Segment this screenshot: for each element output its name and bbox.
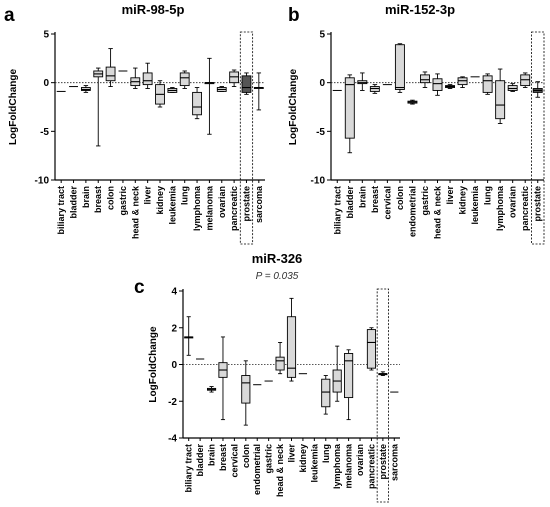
x-tick-label: brain — [207, 444, 217, 466]
x-tick-label: head & neck — [275, 443, 285, 497]
box-iqr — [482, 75, 493, 93]
box-iqr — [105, 66, 116, 82]
x-tick-label: lung — [321, 444, 331, 463]
x-tick-label: gastric — [118, 186, 128, 216]
panel-a: LogFoldChange 5 0 -5 -10 biliary tract bladder… — [8, 30, 265, 245]
y-tick-label: -2 — [168, 397, 177, 408]
x-tick-label: leukemia — [470, 185, 480, 225]
x-tick-label: ovarian — [217, 186, 227, 218]
y-tick-label: -5 — [316, 127, 325, 138]
x-tick-label: brain — [357, 186, 367, 208]
x-tick-label: colon — [395, 186, 405, 210]
x-tick-label: gastric — [264, 444, 274, 474]
x-tick-label: head & neck — [130, 185, 140, 239]
x-tick-label: sarcoma — [254, 185, 264, 223]
x-tick-label: pancreatic — [229, 186, 239, 231]
x-tick-label: prostate — [533, 186, 543, 222]
panel-label-c: c — [134, 277, 145, 298]
x-tick-label: endometrial — [407, 186, 417, 237]
panel-c-title: miR-326 — [252, 251, 303, 266]
x-tick-label: brain — [81, 186, 91, 208]
y-tick-label: 0 — [171, 360, 177, 371]
y-axis-title-a: LogFoldChange — [8, 69, 19, 146]
box-iqr — [286, 316, 297, 378]
x-tick-label: colon — [241, 444, 251, 468]
x-tick-label: breast — [218, 444, 228, 471]
x-tick-label: liver — [445, 186, 455, 205]
x-tick-label: pancreatic — [520, 186, 530, 231]
box-iqr — [241, 75, 252, 93]
box-iqr — [432, 78, 443, 91]
x-tick-label: prostate — [378, 444, 388, 480]
x-tick-label: endometrial — [252, 444, 262, 495]
y-tick-label: 0 — [319, 78, 325, 89]
x-tick-label: leukemia — [309, 443, 319, 483]
x-tick-label: breast — [93, 186, 103, 213]
panel-b-title: miR-152-3p — [385, 2, 455, 17]
panel-c: LogFoldChange 4 2 0 -2 -4 biliary tract bladder… — [148, 287, 400, 503]
box-iqr — [275, 356, 285, 371]
panel-label-b: b — [288, 5, 300, 26]
box-iqr — [321, 378, 331, 408]
x-tick-label: head & neck — [433, 185, 443, 239]
y-axis-title-c: LogFoldChange — [148, 326, 159, 403]
box-iqr — [241, 375, 251, 404]
x-tick-label: kidney — [155, 186, 165, 215]
x-tick-label: melanoma — [344, 443, 354, 489]
x-tick-label: sarcoma — [389, 443, 399, 481]
x-tick-label: lymphoma — [495, 185, 505, 231]
y-tick-label: -10 — [311, 176, 326, 187]
x-tick-label: liver — [143, 186, 153, 205]
box-iqr — [179, 72, 190, 87]
box-iqr — [142, 72, 153, 86]
box-iqr — [420, 74, 430, 84]
x-tick-label: leukemia — [167, 185, 177, 225]
x-tick-label: biliary tract — [332, 186, 342, 235]
x-tick-label: gastric — [420, 186, 430, 216]
x-tick-label: kidney — [298, 444, 308, 473]
x-tick-label: bladder — [195, 444, 205, 477]
x-tick-label: lung — [483, 186, 493, 205]
x-tick-label: kidney — [458, 186, 468, 215]
y-tick-label: 5 — [319, 30, 325, 41]
x-tick-label: cervical — [229, 444, 239, 478]
box-iqr — [495, 80, 506, 120]
x-tick-label: lung — [180, 186, 190, 205]
box-iqr — [394, 44, 405, 90]
highlight-frame — [531, 31, 545, 245]
x-tick-label: lymphoma — [332, 443, 342, 489]
x-tick-label: ovarian — [355, 444, 365, 476]
box-iqr — [366, 329, 377, 369]
x-tick-label: bladder — [345, 186, 355, 219]
x-tick-label: biliary tract — [184, 444, 194, 493]
x-tick-label: prostate — [241, 186, 251, 222]
x-tick-label: cervical — [382, 186, 392, 220]
x-tick-label: liver — [287, 444, 297, 463]
y-tick-label: 2 — [171, 323, 177, 334]
x-tick-label: biliary tract — [56, 186, 66, 235]
y-tick-label: 4 — [171, 287, 177, 298]
y-tick-label: -10 — [35, 176, 50, 187]
x-tick-label: breast — [370, 186, 380, 213]
panel-c-pvalue: P = 0.035 — [256, 271, 299, 282]
x-tick-label: bladder — [69, 186, 79, 219]
x-tick-label: lymphoma — [192, 185, 202, 231]
y-axis-title-b: LogFoldChange — [288, 69, 299, 146]
box-iqr — [344, 77, 355, 139]
x-tick-label: pancreatic — [366, 444, 376, 489]
box-iqr — [192, 91, 202, 116]
y-tick-label: 5 — [43, 30, 49, 41]
box-iqr — [344, 353, 354, 399]
x-tick-label: colon — [106, 186, 116, 210]
panel-label-a: a — [4, 5, 15, 26]
panel-b: LogFoldChange 5 0 -5 -10 biliary tract bladder… — [288, 30, 545, 245]
x-tick-label: melanoma — [204, 185, 214, 231]
y-tick-label: -5 — [40, 127, 49, 138]
x-tick-label: ovarian — [508, 186, 518, 218]
panel-a-title: miR-98-5p — [122, 2, 185, 17]
y-tick-label: 0 — [43, 78, 49, 89]
y-tick-label: -4 — [168, 434, 177, 445]
